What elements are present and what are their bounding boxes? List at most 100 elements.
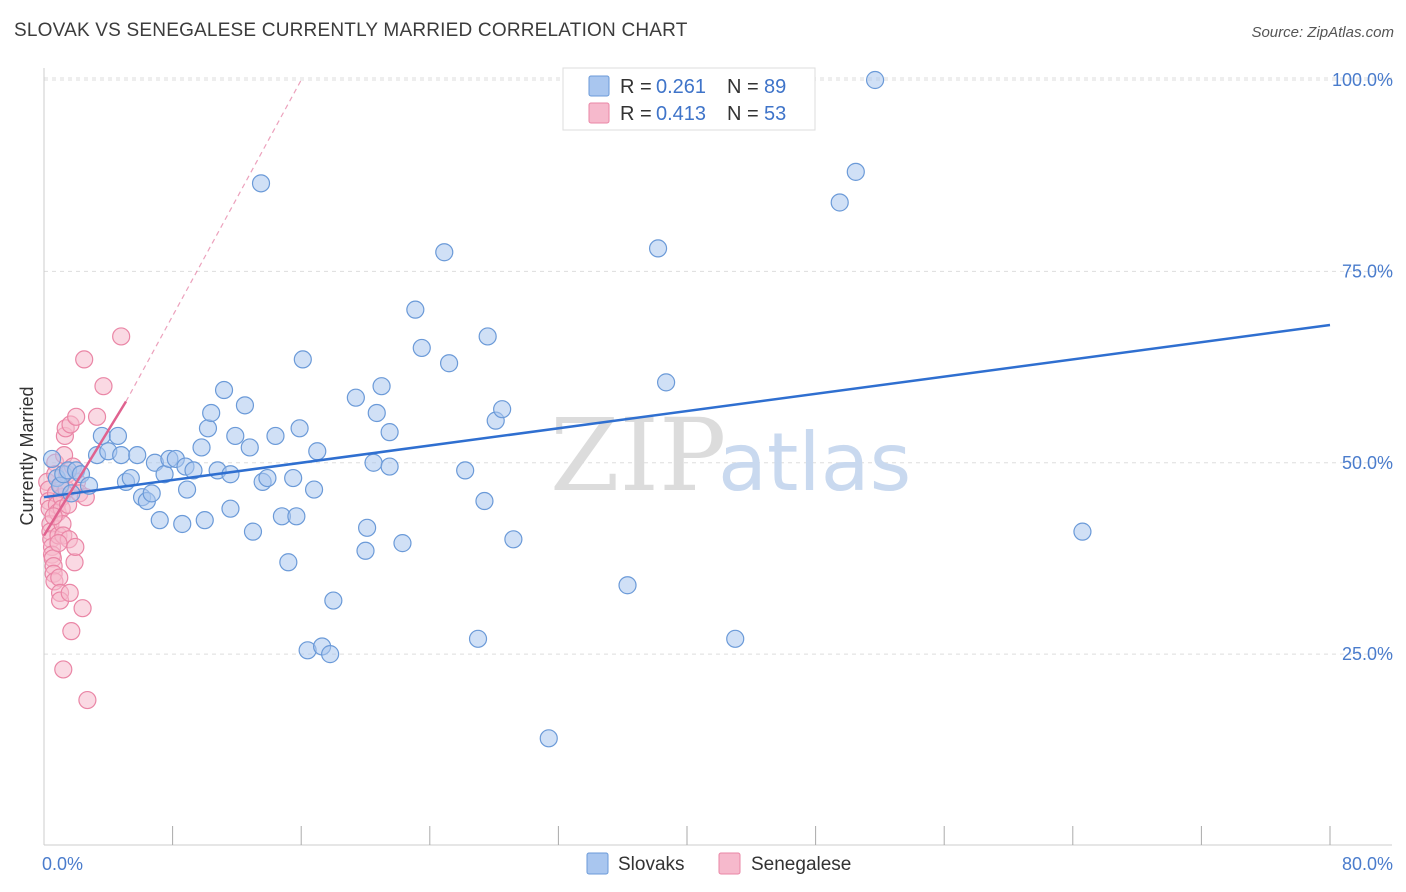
slovaks-point-70 <box>456 461 475 480</box>
senegalese-point-49 <box>94 377 113 396</box>
senegalese-point-40 <box>66 537 85 557</box>
slovaks-point-49 <box>290 419 309 438</box>
bottom-legend-swatch-slovaks <box>586 852 609 875</box>
y-tick-label-100: 100.0% <box>1332 70 1393 90</box>
slovaks-point-83 <box>846 162 865 181</box>
senegalese-points <box>38 327 131 710</box>
slovaks-point-12 <box>108 426 128 446</box>
slovaks-point-58 <box>356 541 375 560</box>
slovaks-point-16 <box>128 445 147 465</box>
legend-r-label-slovaks: R = <box>620 76 652 98</box>
legend-n-label-slovaks: N = <box>727 76 759 98</box>
slovaks-point-60 <box>364 453 383 472</box>
trend-lines <box>42 79 1331 537</box>
slovaks-point-59 <box>358 518 377 537</box>
slovaks-point-40 <box>243 522 263 541</box>
legend-n-label-senegalese: N = <box>727 103 759 125</box>
slovaks-point-62 <box>372 377 391 396</box>
senegalese-point-48 <box>87 407 107 426</box>
slovaks-point-43 <box>258 468 277 488</box>
slovaks-point-57 <box>346 388 365 407</box>
slovaks-point-39 <box>240 438 259 457</box>
slovaks-point-69 <box>439 354 459 373</box>
slovaks-point-64 <box>380 457 399 476</box>
slovaks-point-50 <box>293 350 312 369</box>
slovaks-point-28 <box>184 461 203 480</box>
senegalese-point-41 <box>67 407 86 426</box>
x-ticks <box>172 826 1331 845</box>
slovaks-point-36 <box>221 499 240 518</box>
senegalese-point-45 <box>75 350 94 369</box>
slovaks-point-65 <box>393 534 412 553</box>
bottom-legend-swatch-senegalese <box>718 852 741 875</box>
senegalese-point-44 <box>73 599 92 618</box>
legend-r-value-slovaks: 0.261 <box>656 76 706 98</box>
slovaks-point-71 <box>468 629 488 648</box>
slovaks-point-46 <box>279 553 298 572</box>
senegalese-point-37 <box>62 622 81 641</box>
slovaks-point-77 <box>539 729 558 748</box>
senegalese-point-27 <box>54 660 73 679</box>
slovaks-point-30 <box>195 511 214 530</box>
slovaks-point-0 <box>42 449 62 469</box>
chart-title: SLOVAK VS SENEGALESE CURRENTLY MARRIED C… <box>14 20 688 41</box>
slovaks-point-32 <box>202 403 221 423</box>
senegalese-trend-extension <box>125 79 302 402</box>
legend-r-label-senegalese: R = <box>620 103 652 125</box>
bottom-legend-label-slovaks: Slovaks <box>618 854 685 875</box>
slovaks-point-31 <box>198 419 218 438</box>
legend-n-value-slovaks: 89 <box>764 76 786 98</box>
slovaks-point-68 <box>435 243 454 262</box>
slovaks-point-75 <box>493 400 512 419</box>
senegalese-point-35 <box>60 583 79 602</box>
slovaks-point-61 <box>367 403 386 423</box>
slovaks-point-37 <box>226 426 245 446</box>
slovaks-point-73 <box>478 327 497 346</box>
slovaks-point-79 <box>648 239 668 258</box>
slovaks-point-34 <box>214 380 234 400</box>
top-legend: R = 0.261 N = 89 R = 0.413 N = 53 <box>562 67 816 131</box>
slovaks-point-76 <box>504 530 523 549</box>
slovaks-point-53 <box>308 442 327 461</box>
y-axis-title: Currently Married <box>17 386 37 525</box>
y-tick-label-75: 75.0% <box>1342 261 1393 281</box>
legend-n-value-senegalese: 53 <box>764 103 786 125</box>
slovaks-point-84 <box>865 70 885 90</box>
y-tick-label-25: 25.0% <box>1342 644 1393 664</box>
legend-swatch-senegalese <box>588 102 610 124</box>
slovaks-point-41 <box>251 174 271 193</box>
senegalese-point-39 <box>65 553 84 572</box>
watermark: ZIP atlas <box>550 397 911 514</box>
senegalese-point-50 <box>112 327 131 346</box>
slovaks-point-44 <box>266 426 285 446</box>
slovaks-point-52 <box>304 480 324 499</box>
grid-layer <box>44 77 1392 655</box>
legend-swatch-slovaks <box>588 75 610 97</box>
slovaks-point-78 <box>618 576 637 595</box>
watermark-zip: ZIP <box>550 397 726 514</box>
slovaks-point-25 <box>173 514 192 534</box>
x-tick-label-80: 80.0% <box>1342 854 1393 874</box>
senegalese-trend-line <box>42 400 128 537</box>
slovaks-point-56 <box>324 591 343 610</box>
slovaks-point-27 <box>177 480 197 499</box>
slovaks-point-55 <box>321 645 340 664</box>
x-tick-label-0: 0.0% <box>42 854 83 874</box>
watermark-atlas: atlas <box>718 416 911 509</box>
bottom-legend: Slovaks Senegalese <box>586 852 851 875</box>
x-tick-labels: 0.0% 80.0% <box>42 854 1393 874</box>
slovaks-point-80 <box>657 373 676 392</box>
slovaks-point-66 <box>406 300 425 319</box>
slovaks-point-29 <box>192 438 211 457</box>
slovaks-point-13 <box>112 445 131 465</box>
chart-source: Source: ZipAtlas.com <box>1251 24 1394 41</box>
slovaks-point-48 <box>287 507 306 526</box>
slovaks-point-67 <box>412 338 431 358</box>
slovaks-point-21 <box>150 511 169 530</box>
slovaks-point-85 <box>1073 522 1092 541</box>
slovaks-point-81 <box>726 629 745 648</box>
slovaks-point-47 <box>284 468 303 488</box>
slovaks-point-82 <box>830 193 849 212</box>
slovaks-point-38 <box>235 396 255 415</box>
